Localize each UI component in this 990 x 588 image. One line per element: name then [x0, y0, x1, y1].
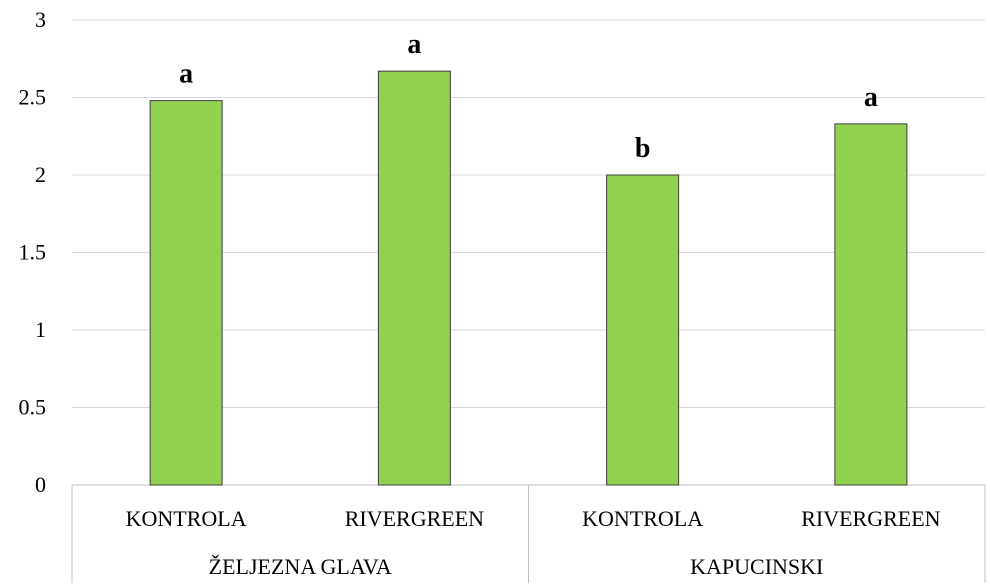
significance-label: a	[864, 82, 878, 113]
bar	[606, 174, 680, 486]
group-label: ŽELJEZNA GLAVA	[209, 554, 392, 579]
y-tick-label: 1	[35, 317, 46, 342]
bar	[377, 70, 451, 486]
significance-label: a	[407, 29, 421, 60]
y-tick-label: 2	[35, 162, 46, 187]
significance-label: b	[635, 133, 651, 164]
y-tick-label: 3	[35, 7, 46, 32]
axes	[71, 484, 986, 583]
group-label: KAPUCINSKI	[690, 554, 823, 579]
bars	[149, 70, 908, 486]
y-tick-label: 0.5	[19, 395, 47, 420]
category-label: RIVERGREEN	[801, 506, 940, 531]
bar	[149, 100, 223, 486]
y-tick-label: 1.5	[19, 240, 47, 265]
category-label: KONTROLA	[126, 506, 247, 531]
category-label: KONTROLA	[582, 506, 703, 531]
category-labels: KONTROLA RIVERGREEN KONTROLA RIVERGREEN	[126, 506, 941, 531]
y-tick-label: 0	[35, 472, 46, 497]
gridlines	[72, 19, 985, 408]
significance-label: a	[179, 59, 193, 90]
bar	[834, 123, 908, 486]
y-tick-labels: 0 0.5 1 1.5 2 2.5 3	[19, 7, 47, 497]
group-labels: ŽELJEZNA GLAVA KAPUCINSKI	[209, 554, 824, 579]
category-label: RIVERGREEN	[345, 506, 484, 531]
significance-labels: a a b a	[179, 29, 878, 164]
y-tick-label: 2.5	[19, 85, 47, 110]
